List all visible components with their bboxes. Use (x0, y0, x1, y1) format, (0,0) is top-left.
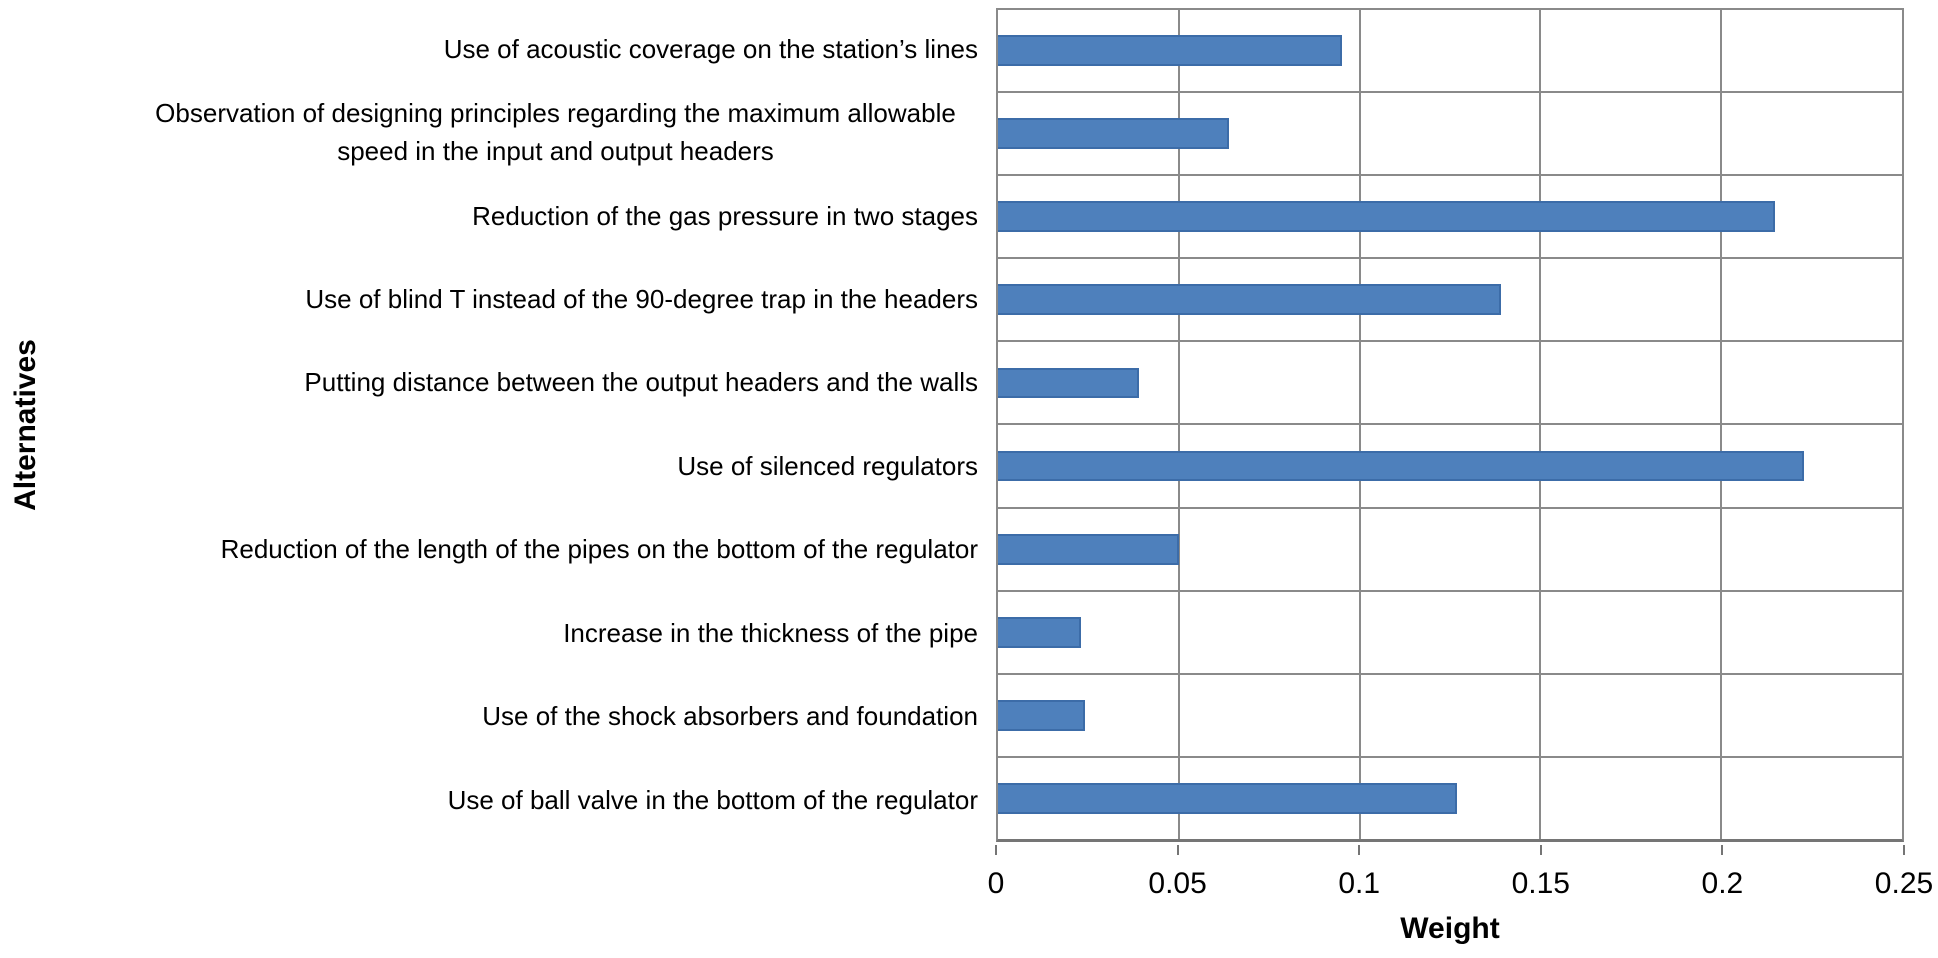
x-axis-tick-label: 0.2 (1701, 867, 1744, 900)
x-axis-tick-label: 0.25 (1874, 867, 1934, 900)
bar (998, 450, 1805, 482)
plot-row (998, 758, 1902, 839)
x-axis-tick (995, 845, 997, 855)
bar (998, 118, 1230, 150)
plot-row (998, 509, 1902, 592)
plot-rows (998, 10, 1902, 839)
category-label: Use of acoustic coverage on the station’… (443, 33, 978, 64)
bar (998, 782, 1458, 814)
category-label: Increase in the thickness of the pipe (563, 617, 978, 648)
bar (998, 284, 1501, 316)
category-label: Reduction of the length of the pipes on … (220, 534, 978, 565)
x-axis-tick-label: 0.1 (1338, 867, 1381, 900)
x-axis-tick (1539, 845, 1542, 855)
category-label: Observation of designing principles rega… (155, 98, 956, 167)
bar (998, 35, 1342, 66)
category-labels: Use of acoustic coverage on the station’… (30, 8, 978, 842)
x-axis-tick-label: 0 (987, 867, 1005, 900)
x-axis: 0 0.05 0.1 0.15 0.2 0.25 (988, 845, 1933, 958)
plot-row (998, 176, 1902, 260)
category-label: Reduction of the gas pressure in two sta… (472, 200, 978, 231)
plot-row (998, 425, 1902, 509)
plot-row (998, 342, 1902, 426)
bar (998, 201, 1776, 233)
plot-row (998, 259, 1902, 343)
bar (998, 699, 1085, 731)
bar (998, 367, 1140, 399)
bar (998, 533, 1179, 565)
x-axis-tick (1358, 845, 1361, 855)
category-label: Use of ball valve in the bottom of the r… (447, 784, 978, 815)
x-axis-tick (1903, 845, 1905, 855)
x-axis-tick-label: 0.05 (1148, 867, 1207, 900)
plot-row (998, 93, 1902, 177)
plot-row (998, 592, 1902, 675)
category-label: Use of silenced regulators (677, 450, 978, 481)
category-label: Use of the shock absorbers and foundatio… (482, 701, 978, 732)
category-label: Putting distance between the output head… (304, 367, 978, 398)
x-axis-tick (1721, 845, 1724, 855)
x-axis-tick-label: 0.15 (1511, 867, 1570, 900)
bar (998, 616, 1082, 648)
x-axis-tick (1176, 845, 1179, 855)
x-axis-title: Weight (1400, 912, 1500, 945)
category-label: Use of blind T instead of the 90-degree … (305, 284, 978, 315)
plot-row (998, 675, 1902, 758)
plot-row (998, 10, 1902, 94)
plot-area (996, 8, 1904, 842)
